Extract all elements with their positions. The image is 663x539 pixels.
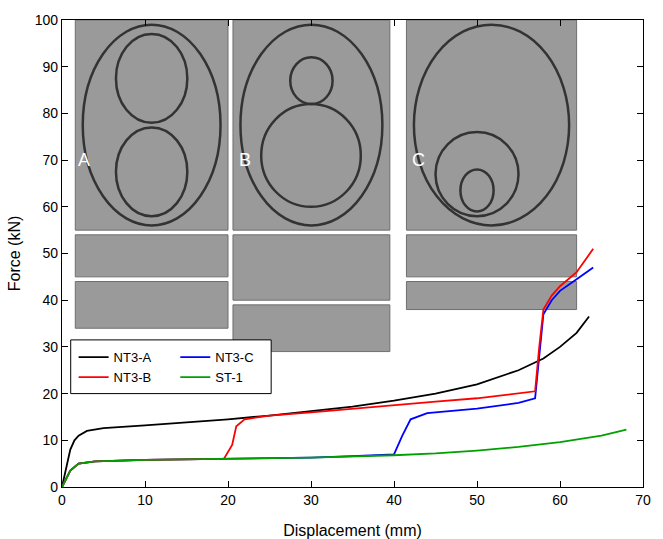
svg-text:20: 20 [43,386,59,402]
svg-text:0: 0 [58,492,66,508]
svg-text:30: 30 [303,492,319,508]
svg-text:20: 20 [220,492,236,508]
svg-text:30: 30 [43,339,59,355]
svg-text:0: 0 [50,479,58,495]
svg-text:60: 60 [552,492,568,508]
svg-text:ST-1: ST-1 [215,370,242,385]
svg-text:50: 50 [469,492,485,508]
svg-text:80: 80 [43,105,59,121]
svg-text:10: 10 [43,432,59,448]
svg-text:NT3-B: NT3-B [114,370,152,385]
svg-text:B: B [239,150,251,170]
svg-text:Displacement (mm): Displacement (mm) [283,522,422,539]
svg-text:70: 70 [635,492,651,508]
svg-text:90: 90 [43,59,59,75]
svg-text:60: 60 [43,199,59,215]
svg-text:NT3-A: NT3-A [114,350,152,365]
svg-text:C: C [412,150,425,170]
svg-text:40: 40 [386,492,402,508]
svg-text:40: 40 [43,292,59,308]
svg-text:70: 70 [43,152,59,168]
svg-text:10: 10 [137,492,153,508]
svg-text:50: 50 [43,245,59,261]
svg-text:Force (kN): Force (kN) [6,216,23,292]
svg-text:A: A [78,150,90,170]
svg-text:100: 100 [35,12,59,28]
svg-text:NT3-C: NT3-C [215,350,253,365]
